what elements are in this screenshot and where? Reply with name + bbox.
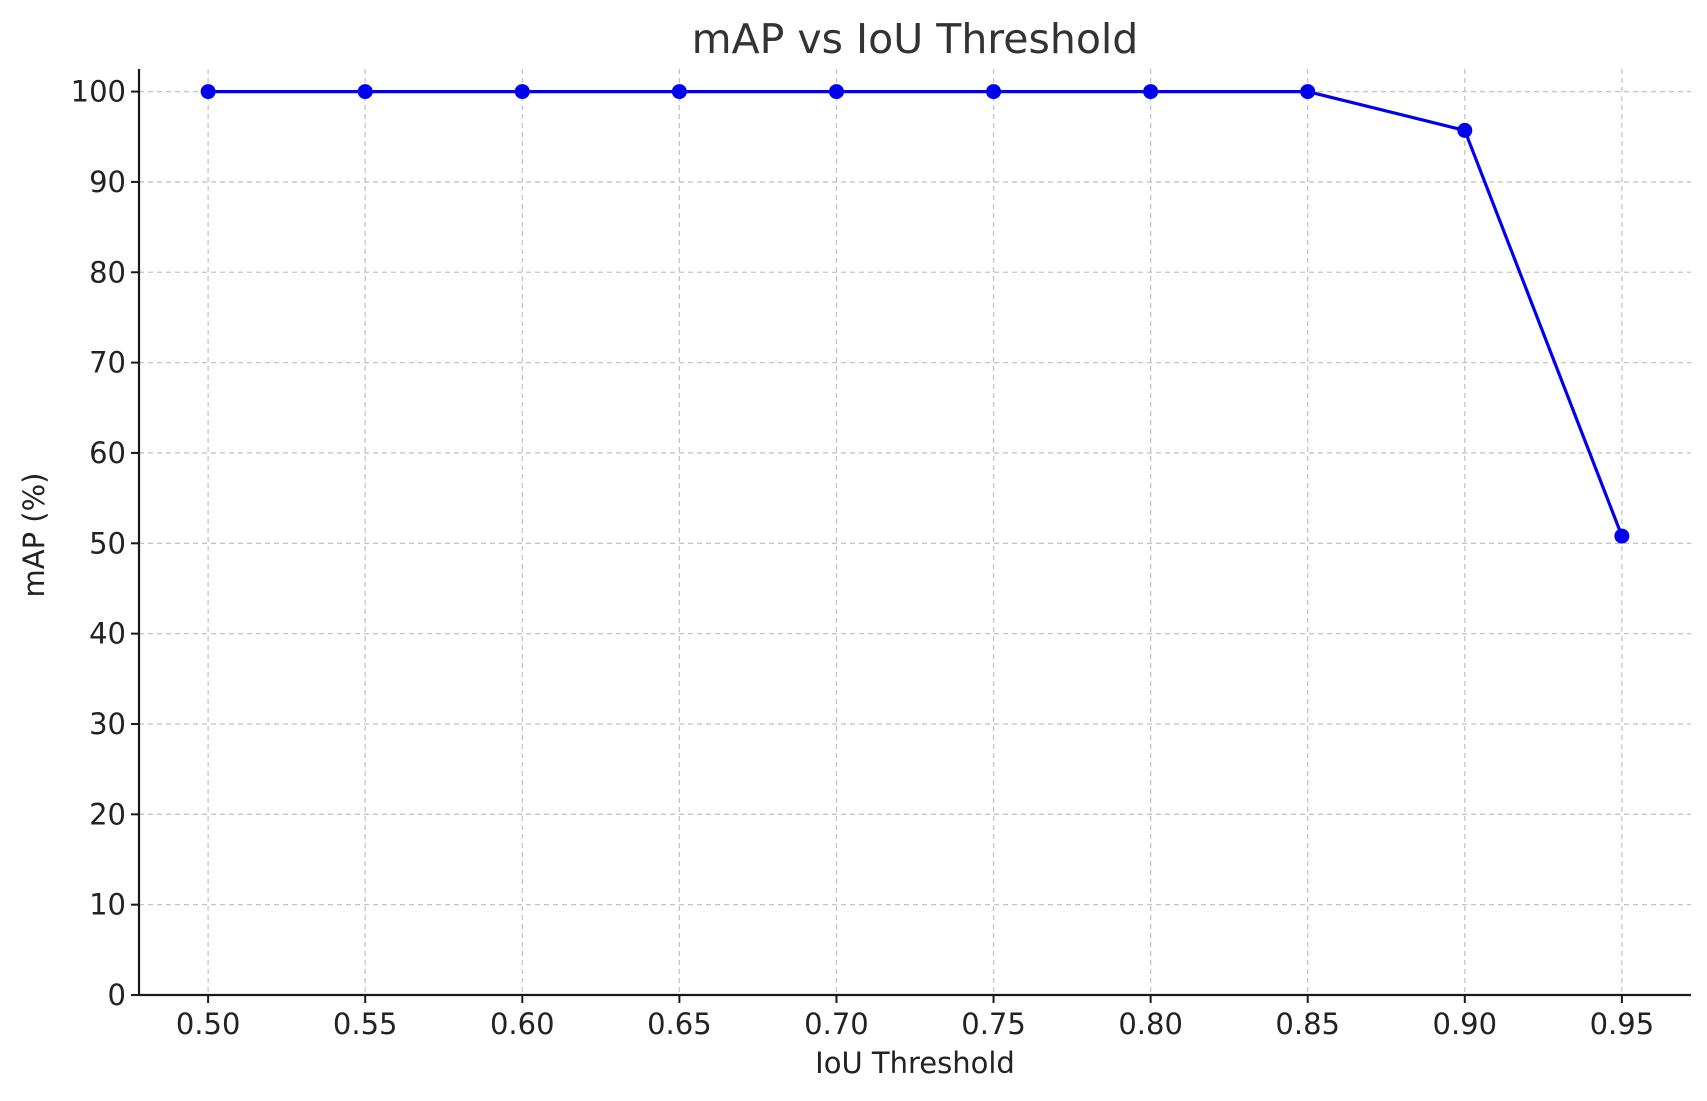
- y-tick-label: 50: [89, 526, 126, 560]
- y-tick-label: 70: [89, 346, 126, 380]
- x-tick-label: 0.95: [1590, 1007, 1655, 1041]
- y-tick-label: 80: [89, 255, 126, 289]
- data-point: [1143, 84, 1159, 100]
- axes: [137, 69, 1691, 997]
- x-tick-label: 0.75: [961, 1007, 1026, 1041]
- data-point: [1457, 122, 1473, 138]
- x-tick-label: 0.85: [1275, 1007, 1340, 1041]
- y-tick-label: 100: [71, 75, 126, 109]
- x-tick-label: 0.60: [490, 1007, 555, 1041]
- data-point: [828, 84, 844, 100]
- x-tick-label: 0.70: [804, 1007, 869, 1041]
- y-ticks: 0 10 20 30 40 50 60 70 80 90 100: [71, 75, 139, 1012]
- data-point: [986, 84, 1002, 100]
- data-point: [671, 84, 687, 100]
- x-tick-label: 0.50: [176, 1007, 241, 1041]
- y-tick-label: 30: [89, 707, 126, 741]
- x-tick-label: 0.90: [1433, 1007, 1498, 1041]
- series-line: [208, 89, 1624, 537]
- y-tick-label: 60: [89, 436, 126, 470]
- x-ticks: 0.50 0.55 0.60 0.65 0.70 0.75 0.80 0.85 0.90 0.95: [176, 995, 1654, 1041]
- data-point: [514, 84, 530, 100]
- series: [200, 84, 1630, 544]
- y-tick-label: 40: [89, 617, 126, 651]
- data-point: [357, 84, 373, 100]
- x-tick-label: 0.80: [1118, 1007, 1183, 1041]
- data-point: [1614, 528, 1630, 544]
- data-point: [200, 84, 216, 100]
- y-tick-label: 0: [108, 978, 126, 1012]
- y-tick-label: 90: [89, 165, 126, 199]
- x-tick-label: 0.65: [647, 1007, 712, 1041]
- x-axis-label: IoU Threshold: [815, 1046, 1015, 1080]
- y-tick-label: 10: [89, 888, 126, 922]
- y-tick-label: 20: [89, 797, 126, 831]
- grid: [139, 69, 1691, 995]
- data-point: [1300, 84, 1316, 100]
- y-axis-label: mAP (%): [17, 473, 51, 598]
- chart-title: mAP vs IoU Threshold: [692, 15, 1139, 63]
- x-tick-label: 0.55: [333, 1007, 398, 1041]
